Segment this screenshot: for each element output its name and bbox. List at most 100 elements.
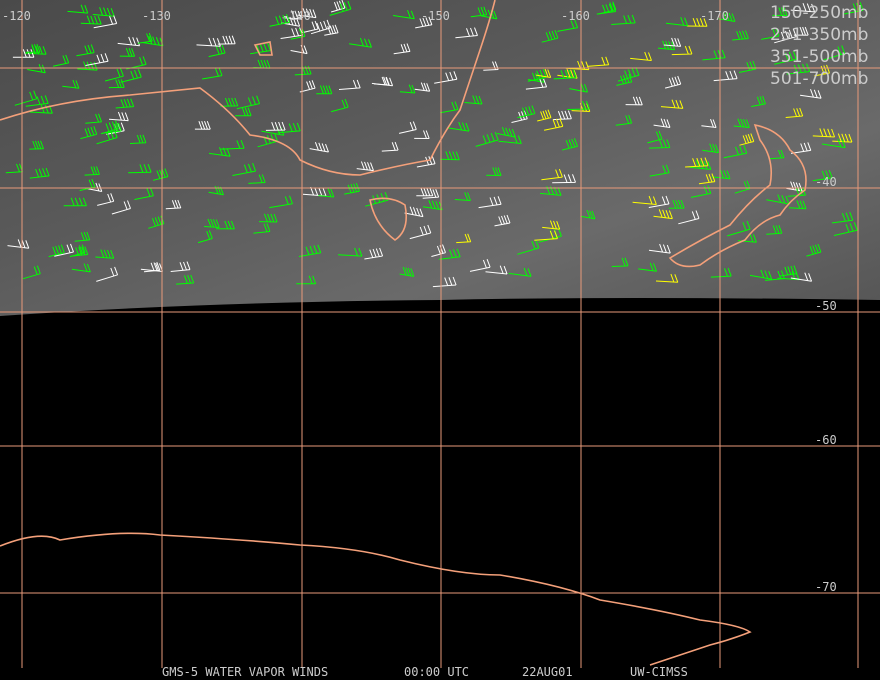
- wind-barb: [761, 27, 780, 40]
- wind-barb: [115, 98, 135, 109]
- wind-barb: [832, 133, 853, 143]
- wind-barb: [831, 212, 854, 224]
- wind-barb: [298, 244, 322, 257]
- footer-date: 22AUG01: [522, 665, 573, 679]
- wind-barb: [552, 174, 576, 184]
- wind-barb: [399, 266, 415, 277]
- wind-barb: [517, 239, 540, 255]
- wind-barb: [111, 200, 131, 215]
- footer-time: 00:00 UTC: [404, 665, 469, 679]
- footer-source: UW-CIMSS: [630, 665, 688, 679]
- wind-barb: [80, 15, 102, 25]
- wind-barb: [76, 44, 95, 57]
- wind-barb: [259, 213, 278, 223]
- wind-barb: [399, 84, 416, 94]
- wind-barb: [134, 187, 154, 200]
- wind-barb: [732, 30, 749, 41]
- wind-barb: [790, 272, 813, 282]
- wind-barb: [587, 56, 610, 67]
- wind-barb: [454, 192, 471, 201]
- wind-barb: [668, 199, 685, 209]
- wind-barb: [208, 44, 226, 58]
- wind-barb: [766, 194, 790, 205]
- wind-barb: [416, 155, 436, 168]
- wind-barb: [29, 167, 50, 179]
- wind-barb: [404, 206, 424, 218]
- wind-barb: [814, 64, 830, 77]
- wind-barb: [269, 195, 293, 209]
- wind-barb: [54, 243, 74, 257]
- wind-barb: [170, 261, 191, 272]
- wind-barb: [565, 60, 590, 71]
- wind-barb: [534, 230, 558, 241]
- wind-barb: [176, 274, 195, 285]
- wind-barb: [25, 44, 41, 53]
- wind-barb: [297, 8, 317, 19]
- wind-barb: [96, 266, 119, 282]
- wind-barb: [647, 130, 663, 144]
- wind-barb: [648, 243, 671, 254]
- wind-barb: [498, 135, 522, 144]
- wind-barb: [338, 247, 363, 257]
- wind-barb: [232, 162, 257, 176]
- wind-barb: [738, 60, 757, 73]
- wind-barb: [648, 195, 670, 208]
- wind-barb: [63, 197, 87, 207]
- wind-barb: [194, 121, 211, 130]
- wind-barb: [617, 67, 640, 82]
- wind-barb: [431, 244, 446, 257]
- wind-barb: [678, 210, 700, 225]
- wind-barb: [117, 36, 141, 47]
- wind-barb: [541, 168, 563, 181]
- wind-barb: [751, 95, 766, 107]
- wind-barb: [216, 220, 235, 230]
- wind-barb: [543, 118, 564, 131]
- wind-barb: [29, 140, 44, 150]
- wind-barb: [438, 248, 461, 260]
- wind-barb: [329, 0, 352, 16]
- wind-barb: [689, 160, 712, 170]
- wind-barb: [409, 224, 432, 240]
- wind-barb: [653, 118, 671, 128]
- wind-barb: [833, 222, 858, 236]
- wind-barb: [143, 262, 161, 273]
- wind-barb: [356, 161, 374, 172]
- wind-barb: [710, 267, 732, 278]
- longitude-label: -150: [421, 9, 450, 23]
- wind-barb: [204, 218, 220, 228]
- wind-barb: [316, 85, 333, 95]
- wind-barb: [660, 99, 684, 109]
- longitude-label: -140: [282, 9, 311, 23]
- wind-barb: [62, 79, 80, 89]
- wind-barb: [14, 90, 38, 106]
- wind-barb: [85, 53, 109, 66]
- wind-barb: [331, 98, 349, 113]
- wind-barb: [790, 142, 812, 154]
- wind-barb: [25, 95, 49, 107]
- latitude-label: -70: [815, 580, 837, 594]
- wind-barb: [698, 173, 716, 185]
- water-vapor-imagery: [0, 0, 880, 316]
- wind-barb: [196, 37, 221, 47]
- wind-barb: [324, 24, 339, 36]
- wind-barb: [381, 141, 399, 152]
- longitude-label: -130: [142, 9, 171, 23]
- wind-barb: [281, 16, 301, 27]
- wind-barb: [469, 259, 491, 272]
- wind-barb: [790, 3, 816, 13]
- wind-barb: [236, 95, 261, 110]
- wind-barb: [220, 140, 245, 150]
- wind-barb: [197, 230, 213, 244]
- wind-barb: [109, 111, 129, 122]
- wind-barb: [309, 142, 329, 153]
- wind-barb: [439, 151, 460, 161]
- legend-entry: 251-350mb: [770, 25, 868, 45]
- wind-barb: [235, 107, 252, 117]
- wind-barb: [508, 267, 532, 277]
- wind-barb: [85, 113, 102, 124]
- wind-barb: [415, 16, 433, 29]
- wind-barb: [727, 220, 751, 237]
- wind-barb: [649, 164, 670, 177]
- wind-barb: [52, 54, 70, 67]
